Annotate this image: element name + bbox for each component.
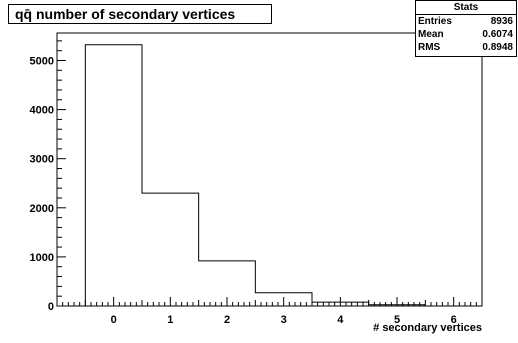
stats-value-mean: 0.6074	[482, 29, 513, 40]
y-tick-label: 2000	[30, 203, 54, 215]
y-tick-label: 4000	[30, 105, 54, 117]
x-tick-label: 2	[224, 314, 230, 326]
x-tick-label: 6	[451, 314, 457, 326]
axis-tick-labels: 0 1 2 3 4 5 6 0 1000 2000 3000 4000 5000	[30, 55, 457, 326]
stats-value-rms: 0.8948	[482, 42, 513, 53]
x-tick-label: 5	[394, 314, 400, 326]
stats-label-mean: Mean	[418, 29, 444, 40]
axis-ticks	[56, 40, 483, 307]
y-tick-label: 3000	[30, 154, 54, 166]
stats-value-entries: 8936	[490, 16, 513, 27]
stats-label-entries: Entries	[418, 16, 452, 27]
chart-title-text: qq̄ number of secondary vertices	[15, 6, 236, 22]
stats-title: Stats	[416, 1, 516, 15]
x-tick-label: 4	[337, 314, 344, 326]
x-tick-label: 1	[167, 314, 173, 326]
stats-row-entries: Entries 8936	[416, 15, 516, 28]
stats-row-rms: RMS 0.8948	[416, 41, 516, 54]
x-tick-label: 0	[111, 314, 117, 326]
stats-box: Stats Entries 8936 Mean 0.6074 RMS 0.894…	[415, 0, 517, 57]
x-axis-label: # secondary vertices	[373, 322, 482, 334]
histogram-series-line	[84, 44, 426, 306]
y-tick-label: 1000	[30, 252, 54, 264]
y-tick-label: 0	[48, 301, 54, 313]
stats-row-mean: Mean 0.6074	[416, 28, 516, 41]
plot-frame	[56, 32, 483, 307]
stats-label-rms: RMS	[418, 42, 441, 53]
chart-title: qq̄ number of secondary vertices	[8, 4, 272, 24]
y-tick-label: 5000	[30, 55, 54, 67]
x-tick-label: 3	[281, 314, 287, 326]
